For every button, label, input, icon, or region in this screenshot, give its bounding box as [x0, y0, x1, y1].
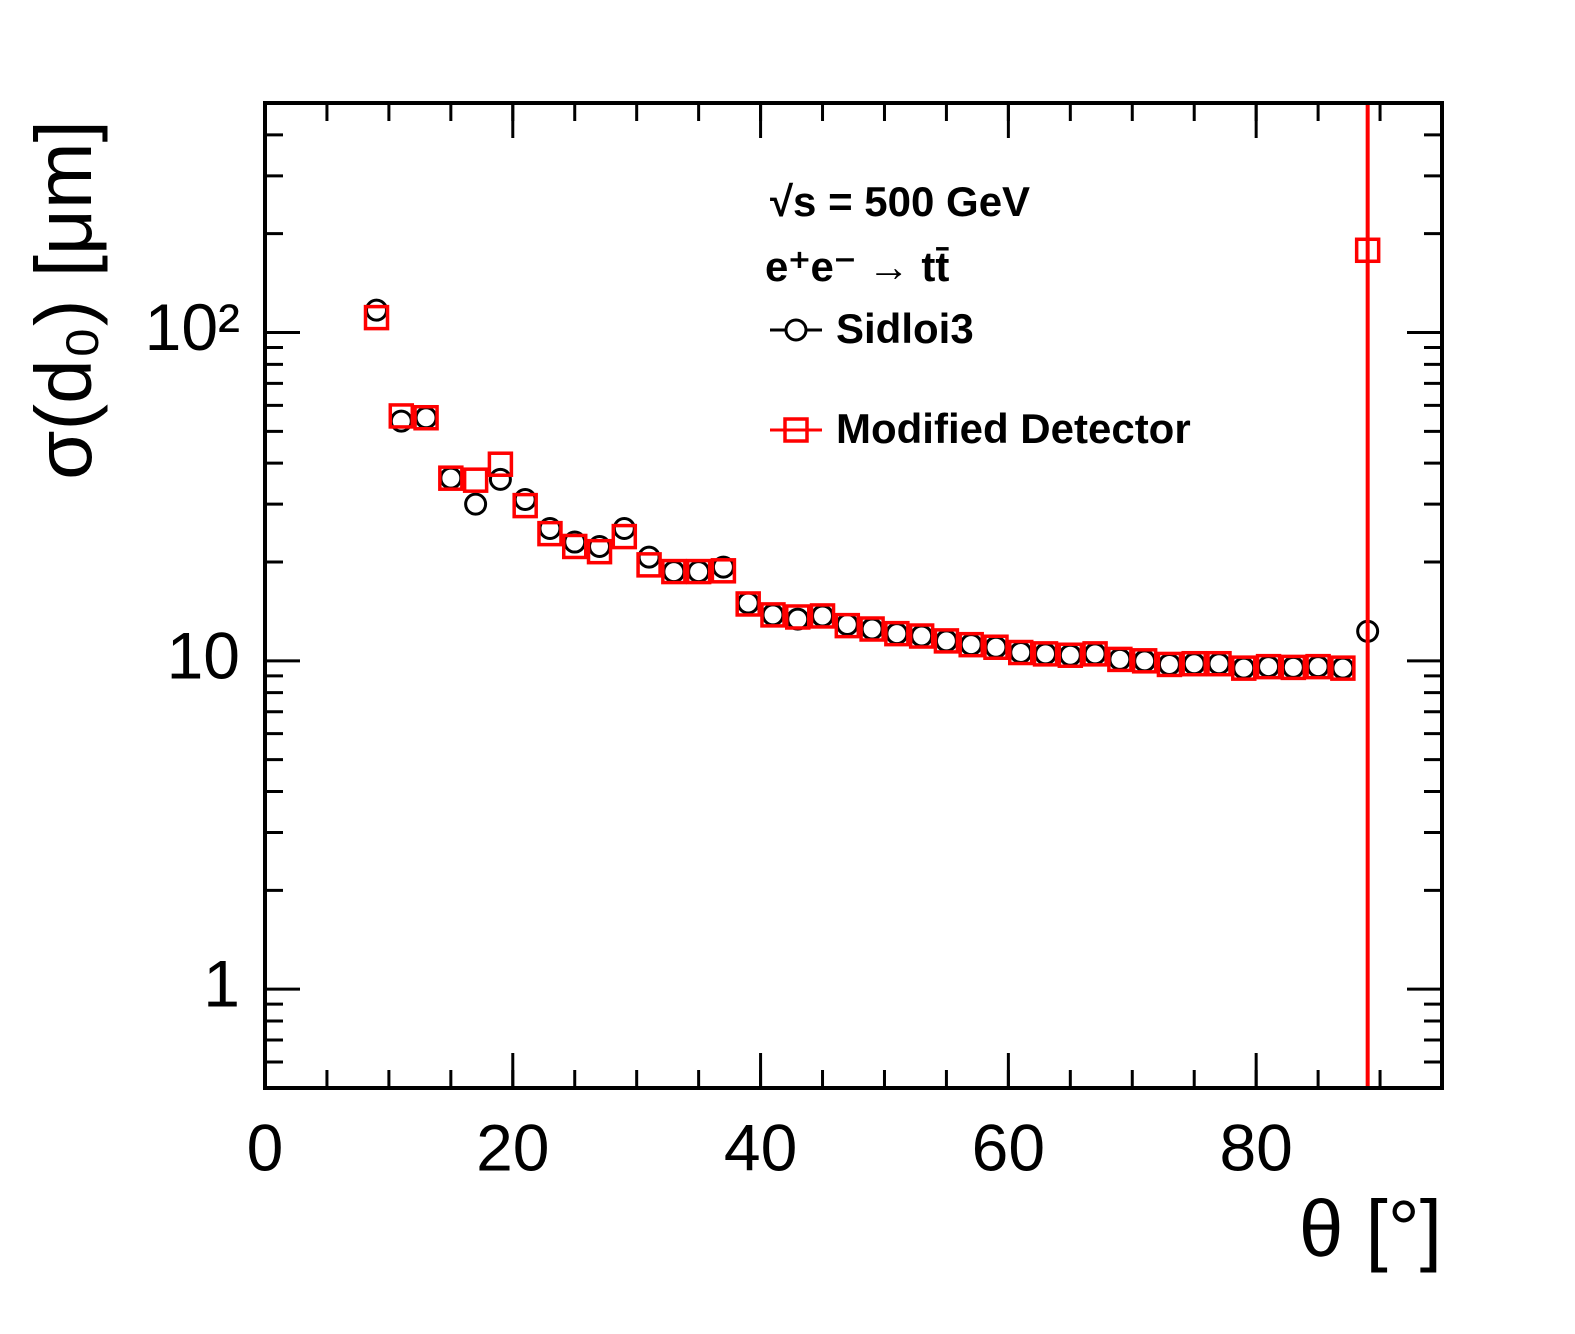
point	[586, 538, 613, 565]
point	[1108, 647, 1132, 671]
point	[958, 631, 984, 658]
frame	[263, 101, 1444, 1090]
point	[835, 613, 859, 637]
x-tick-label: 20	[476, 1110, 549, 1184]
point	[1009, 641, 1033, 665]
point	[934, 629, 958, 653]
point	[736, 591, 760, 615]
point	[1330, 655, 1356, 681]
point	[1032, 641, 1059, 667]
point	[860, 617, 884, 641]
point	[1306, 655, 1330, 679]
x-tick-label: 80	[1219, 1110, 1292, 1184]
point	[884, 620, 910, 647]
point	[662, 560, 686, 584]
legend-label: Modified Detector	[836, 405, 1191, 452]
point	[1281, 655, 1305, 679]
point	[687, 560, 711, 584]
point	[984, 635, 1008, 659]
x-tick-label: 40	[724, 1110, 797, 1184]
point	[561, 533, 588, 560]
legend-marker	[783, 417, 809, 443]
x-tick-label: 0	[247, 1110, 284, 1184]
point	[1182, 652, 1206, 676]
point	[439, 466, 463, 490]
point	[611, 523, 638, 550]
point	[1156, 651, 1183, 678]
point	[1131, 648, 1158, 674]
point	[1034, 642, 1058, 666]
point	[885, 622, 909, 646]
point	[413, 404, 439, 431]
point	[365, 298, 389, 322]
point	[1331, 656, 1355, 680]
point	[910, 624, 934, 648]
point	[1083, 642, 1107, 666]
point	[859, 616, 885, 642]
point	[1181, 650, 1207, 677]
point	[488, 467, 512, 491]
point	[933, 628, 960, 654]
point	[464, 492, 488, 516]
point	[959, 633, 983, 657]
point	[761, 603, 785, 627]
point	[1257, 655, 1281, 679]
plot-area	[363, 103, 1381, 1088]
legend-marker	[784, 318, 808, 342]
annotation: e⁺e⁻ → tt̄	[765, 243, 949, 290]
x-axis-title: θ [°]	[1299, 1184, 1442, 1273]
y-tick-label: 1	[203, 947, 240, 1021]
legend-label: Sidloi3	[836, 305, 974, 352]
point	[685, 558, 712, 585]
point	[710, 558, 737, 584]
y-axis-title: σ(d₀) [μm]	[19, 120, 108, 480]
point	[1280, 654, 1307, 681]
point	[637, 545, 661, 569]
point	[414, 406, 438, 430]
annotation: √s = 500 GeV	[770, 178, 1030, 225]
point	[1354, 237, 1381, 264]
point	[513, 487, 537, 511]
point	[1057, 642, 1084, 668]
point	[661, 558, 687, 585]
point	[908, 623, 935, 649]
point	[983, 634, 1009, 660]
point	[1107, 646, 1133, 673]
point	[512, 492, 538, 519]
point	[612, 516, 636, 540]
y-tick-label: 10²	[145, 290, 240, 364]
point	[784, 604, 811, 630]
point	[1133, 649, 1157, 673]
point	[537, 520, 563, 547]
point	[1207, 652, 1231, 676]
point	[1305, 653, 1331, 680]
point	[1231, 655, 1257, 681]
point	[1232, 656, 1256, 680]
point	[811, 604, 835, 628]
point	[1255, 653, 1282, 680]
point	[1206, 650, 1232, 677]
x-tick-label: 60	[972, 1110, 1045, 1184]
point	[809, 603, 836, 629]
point	[1157, 652, 1181, 676]
point	[834, 612, 861, 639]
point	[462, 467, 489, 493]
point	[735, 591, 761, 617]
point	[1082, 641, 1108, 667]
point	[487, 451, 514, 477]
point	[438, 465, 464, 491]
point	[636, 552, 662, 578]
point	[1058, 643, 1082, 667]
point	[786, 607, 810, 631]
point	[363, 304, 390, 331]
point	[1008, 639, 1034, 666]
point	[760, 602, 786, 628]
y-tick-label: 10	[167, 618, 240, 692]
point	[388, 403, 415, 429]
